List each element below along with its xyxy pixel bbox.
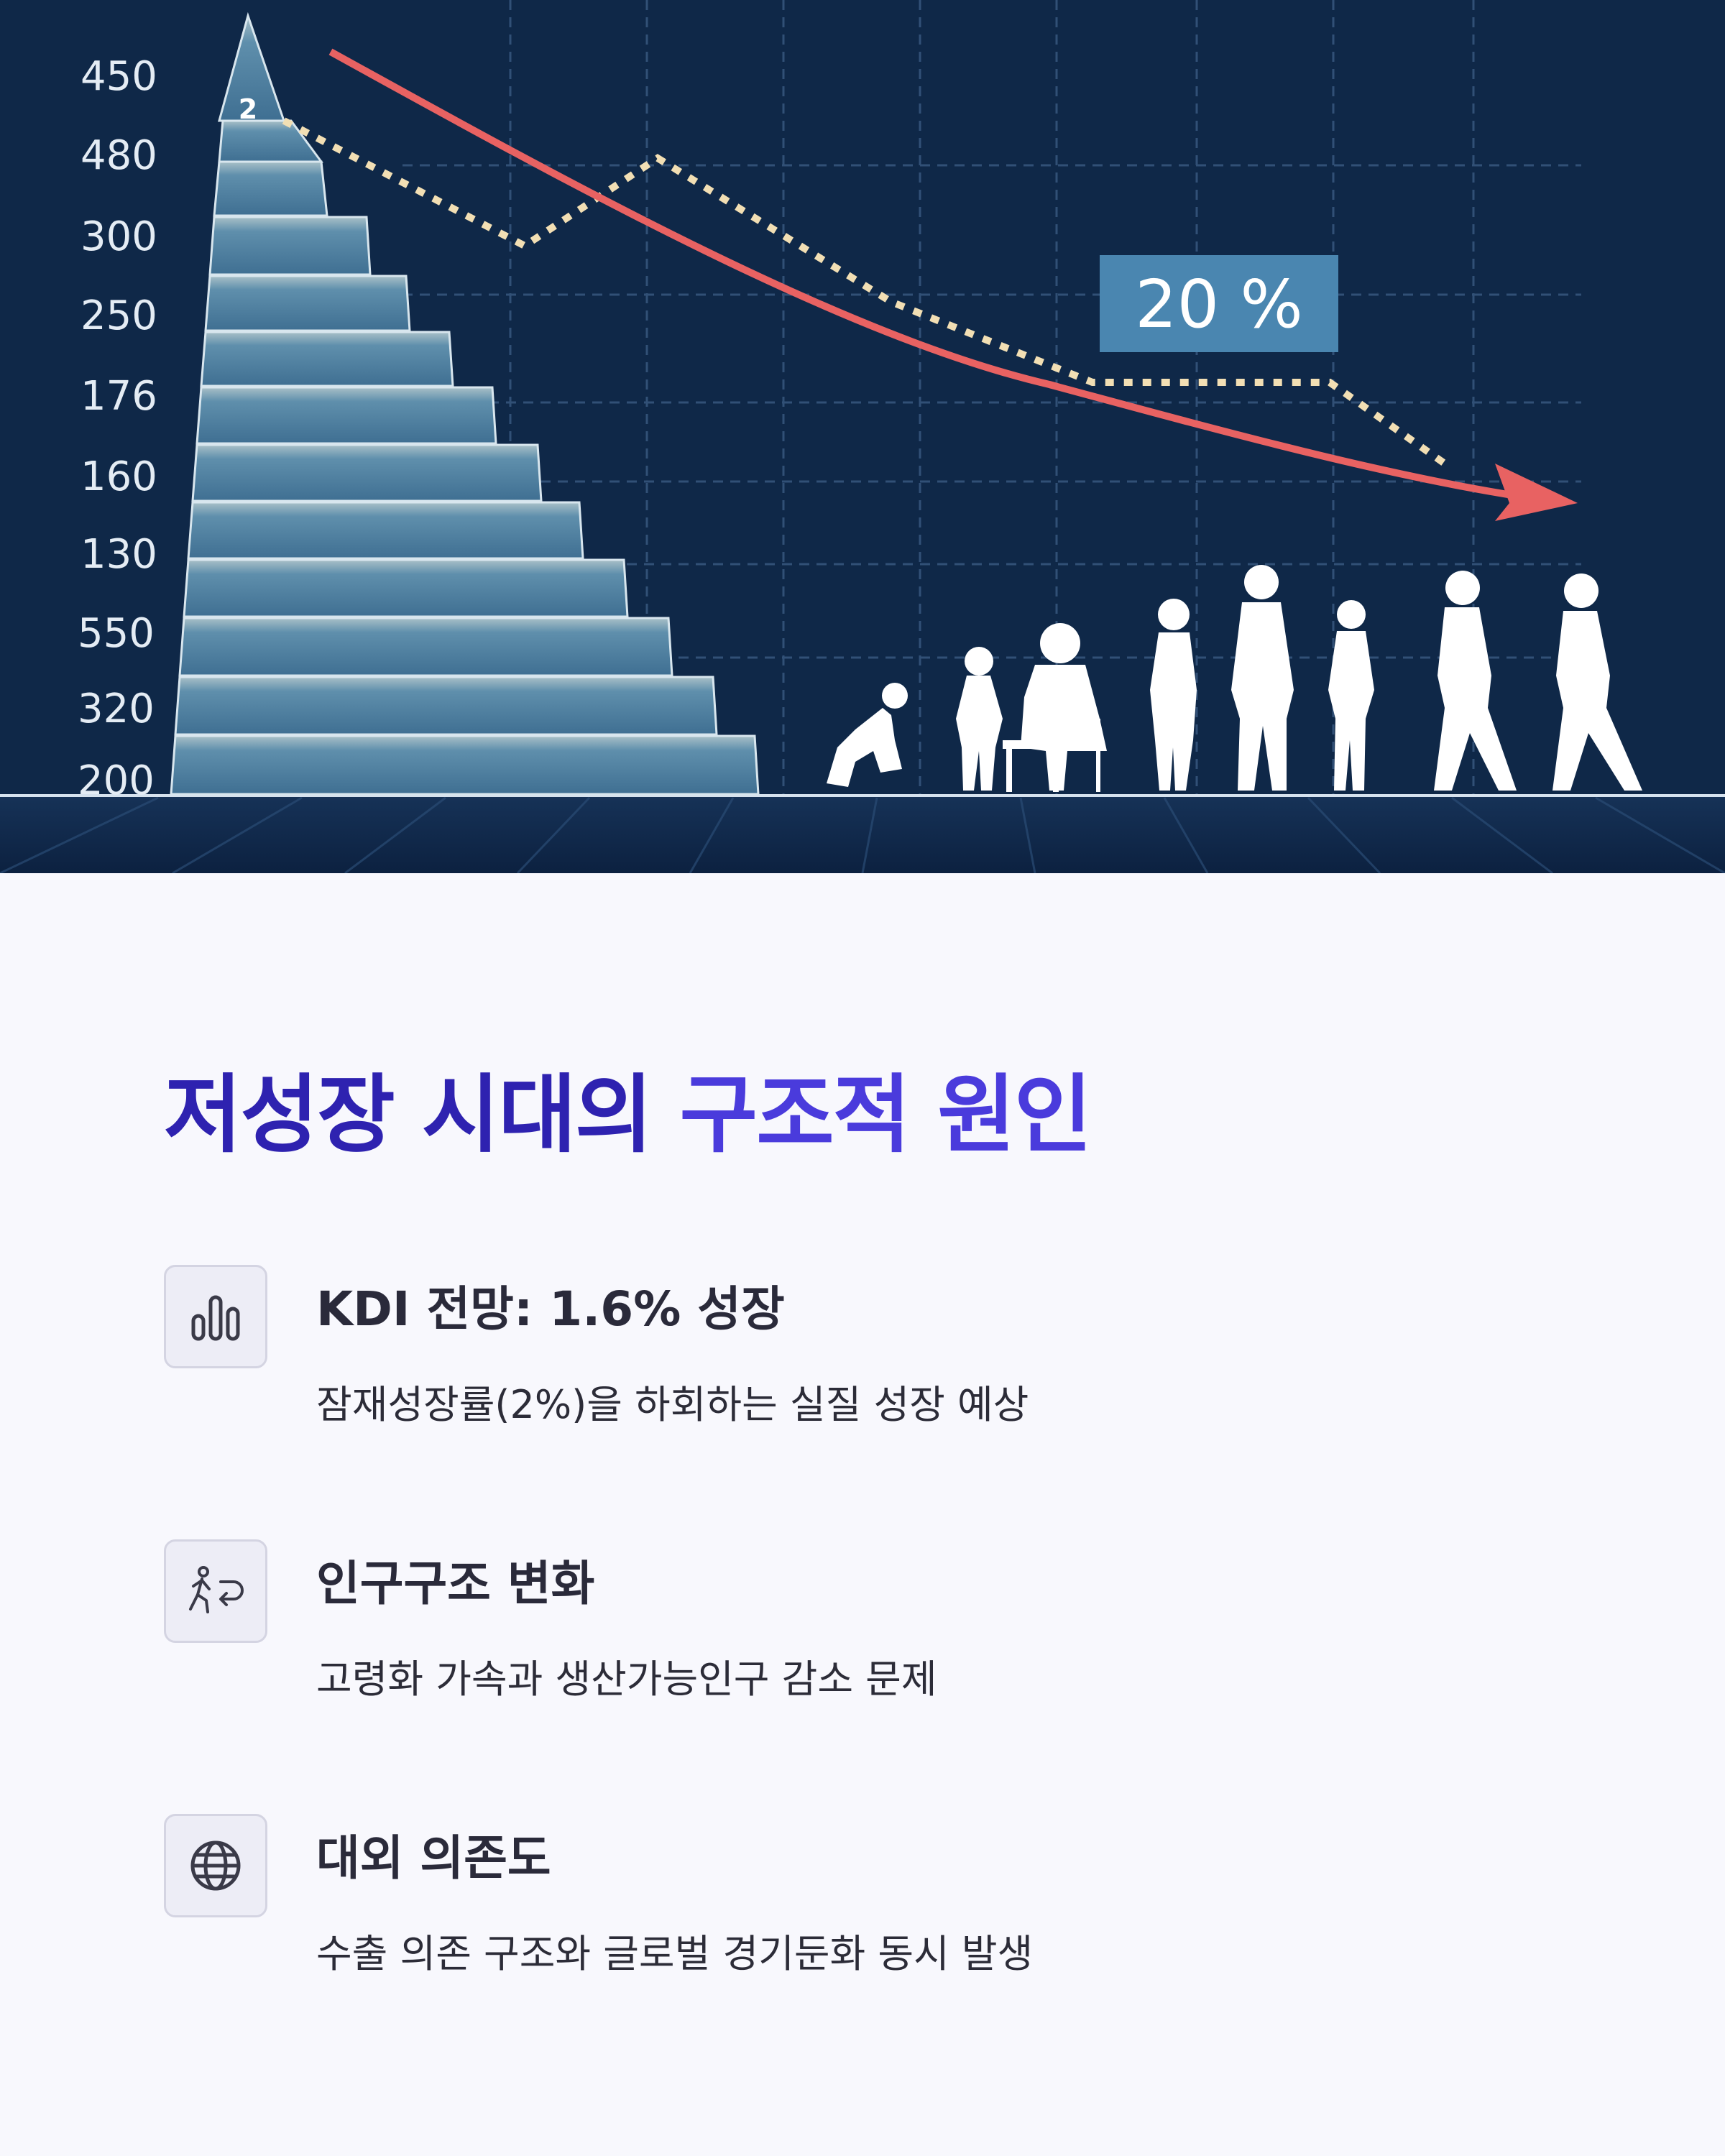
hero-illustration: 2 450 480 300 250 176 160 130 550 320 20… bbox=[0, 0, 1725, 873]
title-part1: 저성장 시대의 bbox=[164, 1065, 653, 1164]
hero-chart: 2 450 480 300 250 176 160 130 550 320 20… bbox=[0, 0, 1725, 873]
item-desc: 수출 의존 구조와 글로벌 경기둔화 동시 발생 bbox=[316, 1931, 1034, 1976]
content-section: 저성장 시대의 구조적 원인 KDI 전망: 1.6% 성장 잠재성장률(2%)… bbox=[0, 873, 1725, 2156]
bar-chart-icon bbox=[191, 1295, 240, 1341]
percent-badge-box bbox=[1100, 255, 1338, 352]
crouching-person-icon bbox=[827, 683, 908, 787]
icon-box bbox=[164, 1539, 267, 1643]
y-label: 320 bbox=[78, 686, 155, 732]
y-label: 160 bbox=[80, 453, 157, 500]
y-label: 550 bbox=[78, 610, 155, 657]
item-desc: 잠재성장률(2%)을 하회하는 실질 성장 예상 bbox=[316, 1382, 1029, 1427]
tall-man-icon bbox=[1231, 565, 1294, 791]
red-trend-line bbox=[328, 48, 1517, 499]
pyramid bbox=[170, 11, 760, 796]
dotted-trend-line bbox=[282, 117, 1447, 467]
y-label: 250 bbox=[80, 292, 157, 339]
floor-grid bbox=[0, 796, 1725, 873]
item-desc: 고령화 가속과 생산가능인구 감소 문제 bbox=[316, 1657, 937, 1702]
y-label: 200 bbox=[78, 757, 155, 804]
person-walking-icon bbox=[189, 1566, 244, 1613]
title-part2: 구조적 원인 bbox=[679, 1065, 1092, 1164]
item-title: 대외 의존도 bbox=[316, 1830, 551, 1886]
teen-icon bbox=[1328, 600, 1374, 791]
icon-box bbox=[164, 1265, 267, 1368]
list-item-kdi: KDI 전망: 1.6% 성장 잠재성장률(2%)을 하회하는 실질 성장 예상 bbox=[164, 1265, 1601, 1437]
icon-box bbox=[164, 1814, 267, 1917]
y-axis-labels: 450 480 300 250 176 160 130 550 320 200 bbox=[78, 53, 157, 804]
y-label: 480 bbox=[80, 132, 157, 179]
globe-icon bbox=[190, 1841, 241, 1891]
child-icon bbox=[956, 647, 1003, 791]
y-label: 130 bbox=[80, 531, 157, 578]
list-item-population: 인구구조 변화 고령화 가속과 생산가능인구 감소 문제 bbox=[164, 1539, 1601, 1712]
y-label: 450 bbox=[80, 53, 157, 100]
list-item-external: 대외 의존도 수출 의존 구조와 글로벌 경기둔화 동시 발생 bbox=[164, 1814, 1601, 1986]
walking-man-icon bbox=[1552, 573, 1642, 791]
item-title: KDI 전망: 1.6% 성장 bbox=[316, 1281, 785, 1337]
floor bbox=[0, 796, 1725, 873]
percent-badge: 20 % bbox=[1135, 266, 1303, 343]
woman-icon bbox=[1150, 599, 1197, 791]
y-label: 176 bbox=[80, 373, 157, 420]
red-arrow-head bbox=[1495, 464, 1578, 521]
y-label: 300 bbox=[80, 213, 157, 260]
people-silhouettes bbox=[827, 565, 1642, 792]
pyramid-peak-label: 2 bbox=[239, 93, 257, 125]
walking-man-icon bbox=[1434, 571, 1517, 791]
page-title: 저성장 시대의 구조적 원인 bbox=[164, 1046, 1092, 1169]
item-title: 인구구조 변화 bbox=[316, 1556, 595, 1611]
seated-elder-icon bbox=[1003, 623, 1107, 792]
